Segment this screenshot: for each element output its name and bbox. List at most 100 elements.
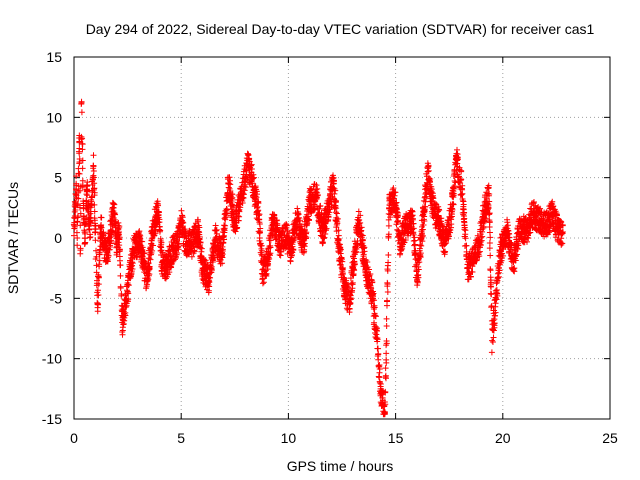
data-point: [98, 214, 105, 221]
data-point: [180, 219, 187, 226]
data-point: [88, 194, 95, 201]
data-point: [74, 242, 81, 249]
data-point: [489, 338, 496, 345]
data-point: [87, 219, 94, 226]
data-point: [76, 187, 83, 194]
data-point: [351, 247, 358, 254]
data-point: [553, 211, 560, 218]
data-point: [418, 235, 425, 241]
data-point: [101, 241, 108, 248]
data-point: [182, 241, 189, 248]
data-point: [431, 210, 438, 217]
data-point: [116, 253, 123, 260]
data-point: [158, 244, 165, 251]
data-point: [384, 279, 391, 286]
data-point: [516, 222, 523, 229]
data-point: [462, 227, 469, 234]
x-tick-label: 15: [388, 430, 404, 446]
data-point: [450, 201, 457, 208]
data-point: [169, 247, 176, 254]
data-point: [74, 235, 81, 241]
data-point: [451, 183, 458, 190]
y-tick-label: -15: [42, 411, 62, 427]
data-point: [152, 230, 159, 237]
data-point: [335, 241, 342, 248]
data-point: [332, 197, 339, 204]
data-point: [196, 224, 203, 231]
data-point: [92, 228, 99, 235]
data-point: [157, 227, 164, 234]
data-point: [257, 241, 264, 248]
data-point: [357, 212, 364, 219]
data-point: [421, 217, 428, 224]
data-point: [253, 191, 260, 198]
data-point: [425, 163, 432, 170]
data-point: [221, 222, 228, 229]
data-point: [276, 241, 283, 248]
data-point: [236, 200, 243, 207]
data-point: [78, 109, 85, 116]
data-point: [367, 270, 374, 277]
data-point: [390, 185, 397, 192]
data-point: [236, 208, 243, 215]
data-point: [431, 205, 438, 212]
data-point: [208, 267, 215, 274]
data-point: [79, 135, 86, 142]
data-point: [335, 227, 342, 234]
data-point: [119, 319, 126, 326]
data-point: [375, 350, 382, 357]
data-point: [485, 205, 492, 212]
data-point: [458, 176, 465, 183]
data-point: [383, 350, 390, 357]
data-point: [91, 208, 98, 215]
data-point: [351, 267, 358, 274]
data-point: [123, 304, 130, 311]
data-point: [337, 246, 344, 253]
data-point: [139, 253, 146, 260]
data-point: [366, 272, 373, 279]
data-point: [400, 231, 407, 238]
x-tick-label: 5: [177, 430, 185, 446]
data-point: [188, 241, 195, 248]
data-point: [362, 265, 369, 272]
data-point: [235, 207, 242, 214]
data-point: [237, 204, 244, 211]
y-tick-label: 15: [46, 49, 62, 65]
data-point: [441, 241, 448, 248]
data-point: [374, 328, 381, 335]
data-point: [443, 239, 450, 246]
data-point: [187, 249, 194, 256]
data-point: [462, 235, 469, 242]
data-point: [124, 287, 131, 294]
data-point: [118, 290, 125, 297]
data-point: [448, 210, 455, 217]
data-point: [270, 216, 277, 223]
data-point: [515, 242, 522, 249]
data-point: [173, 249, 180, 256]
data-point: [143, 277, 150, 284]
data-point: [274, 226, 281, 233]
data-point: [467, 273, 474, 280]
data-point: [330, 180, 337, 187]
data-point: [395, 217, 402, 224]
data-point: [546, 228, 553, 235]
data-point: [550, 203, 557, 210]
data-point: [313, 192, 320, 199]
data-point: [427, 175, 434, 182]
data-point: [383, 322, 390, 329]
data-point: [487, 234, 494, 241]
data-point: [259, 271, 266, 278]
data-point: [179, 212, 186, 219]
data-point: [97, 222, 104, 229]
data-point: [242, 184, 249, 191]
data-point: [88, 200, 95, 207]
data-point: [258, 247, 265, 254]
data-point: [415, 271, 422, 278]
data-point: [77, 247, 84, 254]
data-point: [349, 285, 356, 292]
data-point: [84, 205, 91, 212]
data-point: [486, 210, 493, 217]
data-point: [511, 265, 518, 272]
data-point: [537, 205, 544, 212]
data-point: [283, 222, 290, 229]
